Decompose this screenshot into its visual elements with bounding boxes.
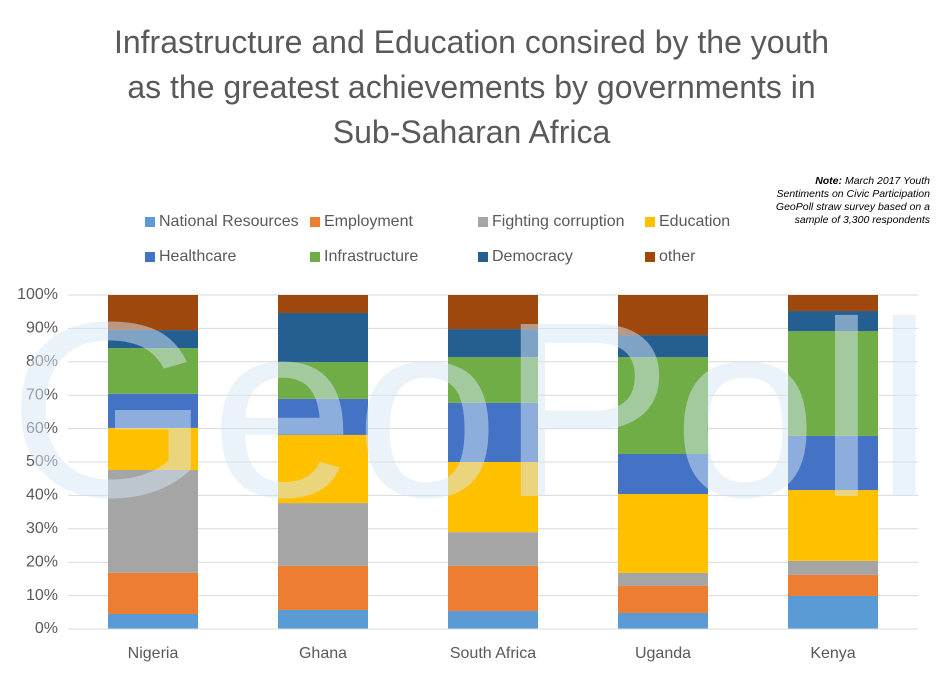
legend-label: Infrastructure [324, 248, 418, 265]
legend-swatch [310, 252, 320, 262]
bar-segment [108, 572, 198, 614]
bar-segment [788, 311, 878, 332]
bar-segment [788, 574, 878, 596]
y-tick-label: 20% [26, 553, 58, 570]
bar-segment [278, 609, 368, 629]
bar-segment [278, 503, 368, 566]
y-tick-label: 80% [26, 353, 58, 370]
bar-segment [788, 490, 878, 561]
legend-swatch [478, 252, 488, 262]
y-tick-label: 100% [17, 286, 58, 303]
bar-segment [788, 595, 878, 629]
bar-segment [108, 470, 198, 573]
bar-segment [618, 357, 708, 454]
bar-segment [448, 610, 538, 629]
chart-title: Infrastructure and Education consired by… [113, 24, 830, 150]
bar-segment [618, 494, 708, 573]
bar-segment [448, 402, 538, 462]
bar-segment [618, 572, 708, 586]
x-tick-label: Ghana [299, 645, 347, 662]
x-tick-label: Nigeria [128, 645, 179, 662]
bar-segment [618, 335, 708, 358]
bar-segment [448, 462, 538, 533]
legend-swatch [145, 217, 155, 227]
bar-segment [448, 357, 538, 403]
watermark: GeoPoll [8, 270, 933, 549]
bar-segment [278, 295, 368, 314]
y-tick-label: 0% [35, 620, 58, 637]
bar-segment [618, 295, 708, 336]
bar-segment [448, 565, 538, 611]
legend-swatch [478, 217, 488, 227]
bar-segment [278, 362, 368, 399]
note: Note: March 2017 Youth Sentiments on Civ… [770, 175, 930, 227]
bar-segment [788, 295, 878, 312]
bar-segment [618, 612, 708, 629]
legend-label: Employment [324, 213, 413, 230]
legend-swatch [645, 217, 655, 227]
bar-segment [618, 585, 708, 613]
bar-segment [448, 329, 538, 358]
bar-segment [448, 295, 538, 330]
bar-segment [448, 532, 538, 566]
legend-label: Education [659, 213, 730, 230]
y-tick-label: 60% [26, 420, 58, 437]
bar-segment [788, 435, 878, 491]
legend-label: Democracy [492, 248, 573, 265]
bar-segment [108, 330, 198, 349]
x-tick-label: South Africa [450, 645, 536, 662]
bar-segment [108, 295, 198, 331]
bar-segment [618, 453, 708, 495]
legend-label: other [659, 248, 696, 265]
bar-segment [108, 393, 198, 428]
y-tick-label: 50% [26, 453, 58, 470]
legend-label: Fighting corruption [492, 213, 625, 230]
legend-label: National Resources [159, 213, 299, 230]
y-tick-label: 70% [26, 386, 58, 403]
legend-swatch [310, 217, 320, 227]
x-tick-label: Uganda [635, 645, 691, 662]
x-tick-label: Kenya [810, 645, 855, 662]
bar-segment [108, 348, 198, 394]
legend-swatch [645, 252, 655, 262]
bar-segment [788, 560, 878, 575]
legend-label: Healthcare [159, 248, 236, 265]
y-tick-label: 90% [26, 320, 58, 337]
bar-segment [788, 331, 878, 436]
bar-segment [278, 434, 368, 504]
bar-segment [278, 565, 368, 610]
y-tick-label: 30% [26, 520, 58, 537]
note-label: Note: [815, 175, 843, 187]
note-text: March 2017 Youth Sentiments on Civic Par… [775, 175, 930, 226]
bar-segment [278, 313, 368, 363]
y-tick-label: 40% [26, 487, 58, 504]
bar-segment [108, 427, 198, 471]
legend-swatch [145, 252, 155, 262]
bar-segment [108, 613, 198, 629]
bar-segment [278, 398, 368, 435]
y-tick-label: 10% [26, 587, 58, 604]
